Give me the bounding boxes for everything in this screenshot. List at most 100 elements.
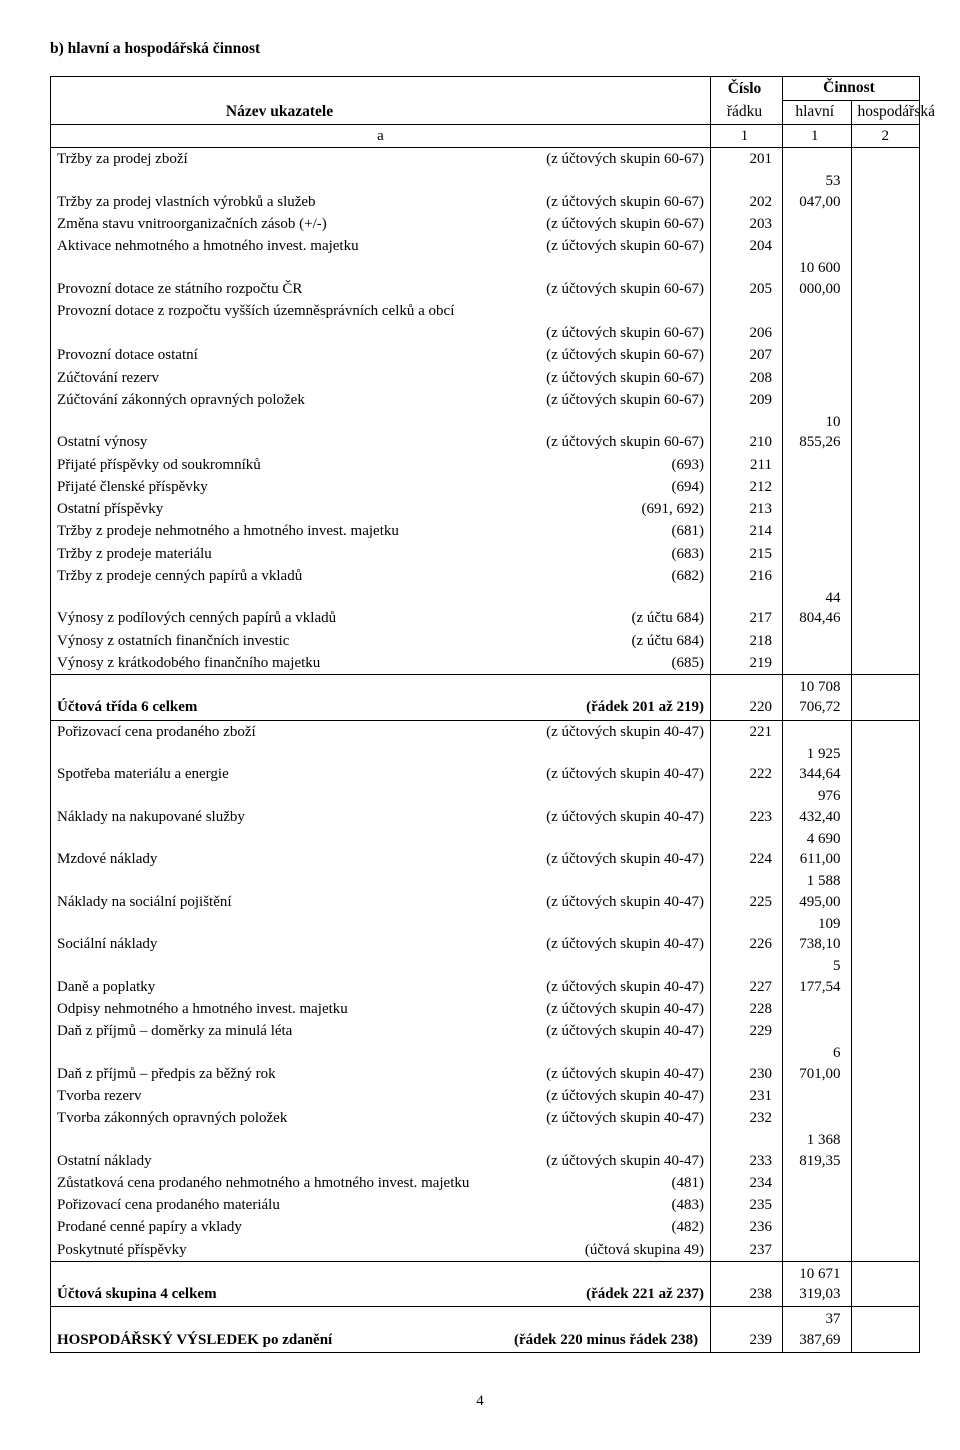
- row-src: (z účtových skupin 40-47): [508, 1107, 711, 1129]
- row-label: Sociální náklady: [51, 913, 509, 956]
- row-label: Zůstatková cena prodaného nehmotného a h…: [51, 1172, 509, 1194]
- row-v1: [783, 630, 852, 652]
- row-v1: [783, 498, 852, 520]
- table-row: Pořizovací cena prodaného materiálu(483)…: [51, 1194, 920, 1216]
- header-number-bot: řádku: [711, 100, 783, 124]
- row-label: Zúčtování zákonných opravných položek: [51, 389, 509, 411]
- row-v2: [851, 913, 920, 956]
- row-src: (z účtových skupin 60-67): [508, 389, 711, 411]
- row-v1: [783, 148, 852, 171]
- row-v1: 1 368 819,35: [783, 1129, 852, 1172]
- row-v2: [851, 743, 920, 786]
- row-v2: [851, 389, 920, 411]
- table-row: Spotřeba materiálu a energie(z účtových …: [51, 743, 920, 786]
- row-src: (z účtových skupin 60-67): [508, 367, 711, 389]
- row-num: 210: [711, 411, 783, 454]
- total6-src: (řádek 201 až 219): [508, 675, 711, 721]
- row-num: 213: [711, 498, 783, 520]
- row-src: (z účtu 684): [508, 630, 711, 652]
- table-row: Výnosy z podílových cenných papírů a vkl…: [51, 587, 920, 630]
- row-num: 205: [711, 257, 783, 300]
- total4-v2: [851, 1261, 920, 1307]
- row-v1: [783, 998, 852, 1020]
- row-v1: 1 925 344,64: [783, 743, 852, 786]
- row-v1: [783, 652, 852, 675]
- row-v2: [851, 213, 920, 235]
- row-label: Provozní dotace z rozpočtu vyšších územn…: [51, 300, 711, 322]
- row-src: (z účtových skupin 40-47): [508, 828, 711, 871]
- row-label: Odpisy nehmotného a hmotného invest. maj…: [51, 998, 509, 1020]
- row-num: 201: [711, 148, 783, 171]
- row-label: Náklady na sociální pojištění: [51, 870, 509, 913]
- row-v1: 10 855,26: [783, 411, 852, 454]
- row-v2: [851, 870, 920, 913]
- table-row: Zůstatková cena prodaného nehmotného a h…: [51, 1172, 920, 1194]
- row-src: (482): [508, 1216, 711, 1238]
- row-num: 232: [711, 1107, 783, 1129]
- row-label: Prodané cenné papíry a vklady: [51, 1216, 509, 1238]
- table-row: Ostatní příspěvky(691, 692)213: [51, 498, 920, 520]
- table-row: Náklady na sociální pojištění(z účtových…: [51, 870, 920, 913]
- row-v1: [783, 454, 852, 476]
- table-row: Přijaté příspěvky od soukromníků(693)211: [51, 454, 920, 476]
- table-row: Výnosy z ostatních finančních investic(z…: [51, 630, 920, 652]
- table-row: Změna stavu vnitroorganizačních zásob (+…: [51, 213, 920, 235]
- row-v2: [851, 411, 920, 454]
- row-v1: [783, 1020, 852, 1042]
- total6-label: Účtová třída 6 celkem: [51, 675, 509, 721]
- row-src: (z účtových skupin 60-67): [508, 235, 711, 257]
- result-src: (řádek 220 minus řádek 238): [508, 1307, 711, 1353]
- table-row: Mzdové náklady(z účtových skupin 40-47)2…: [51, 828, 920, 871]
- row-src: (z účtu 684): [508, 587, 711, 630]
- row-v1: [783, 389, 852, 411]
- row-src: (694): [508, 476, 711, 498]
- row-num: 211: [711, 454, 783, 476]
- row-label: Provozní dotace ze státního rozpočtu ČR: [51, 257, 509, 300]
- row-v1: [783, 1216, 852, 1238]
- row-num: 225: [711, 870, 783, 913]
- table-row: Tvorba rezerv(z účtových skupin 40-47)23…: [51, 1085, 920, 1107]
- table-row: Náklady na nakupované služby(z účtových …: [51, 785, 920, 828]
- header-number-top: Číslo: [711, 77, 783, 101]
- table-row: Pořizovací cena prodaného zboží(z účtový…: [51, 720, 920, 743]
- header-activity-main: hlavní: [783, 100, 852, 124]
- row-v1: [783, 1239, 852, 1262]
- row-src: (z účtových skupin 40-47): [508, 955, 711, 998]
- row-num: 233: [711, 1129, 783, 1172]
- row-v2: [851, 1172, 920, 1194]
- col-label-2a: 1: [783, 124, 852, 147]
- table-row: Tržby z prodeje cenných papírů a vkladů(…: [51, 565, 920, 587]
- row-v2: [851, 170, 920, 213]
- row-num: 229: [711, 1020, 783, 1042]
- row-v1: [783, 213, 852, 235]
- row-v2: [851, 322, 920, 344]
- row-label: Ostatní výnosy: [51, 411, 509, 454]
- row-label: Tržby za prodej vlastních výrobků a služ…: [51, 170, 509, 213]
- table-row: Provozní dotace ostatní(z účtových skupi…: [51, 344, 920, 366]
- row-v2: [851, 587, 920, 630]
- row-label: Přijaté příspěvky od soukromníků: [51, 454, 509, 476]
- row-src: (z účtových skupin 40-47): [508, 998, 711, 1020]
- row-src: (z účtových skupin 60-67): [508, 213, 711, 235]
- table-row: Ostatní výnosy(z účtových skupin 60-67)2…: [51, 411, 920, 454]
- row-src: (683): [508, 543, 711, 565]
- row-label: Přijaté členské příspěvky: [51, 476, 509, 498]
- row-src: (z účtových skupin 40-47): [508, 913, 711, 956]
- row-v2: [851, 955, 920, 998]
- row-v2: [851, 1042, 920, 1085]
- table-row: Tvorba zákonných opravných položek(z účt…: [51, 1107, 920, 1129]
- row-label: Zúčtování rezerv: [51, 367, 509, 389]
- row-v1: [783, 367, 852, 389]
- row-v2: [851, 300, 920, 322]
- row-v2: [851, 344, 920, 366]
- row-src: (691, 692): [508, 498, 711, 520]
- row-label: Náklady na nakupované služby: [51, 785, 509, 828]
- row-num: 212: [711, 476, 783, 498]
- row-v2: [851, 1085, 920, 1107]
- row-label: Daň z příjmů – předpis za běžný rok: [51, 1042, 509, 1085]
- table-row: Sociální náklady(z účtových skupin 40-47…: [51, 913, 920, 956]
- row-num: 219: [711, 652, 783, 675]
- row-num: 235: [711, 1194, 783, 1216]
- result-num: 239: [711, 1307, 783, 1353]
- row-v1: [783, 235, 852, 257]
